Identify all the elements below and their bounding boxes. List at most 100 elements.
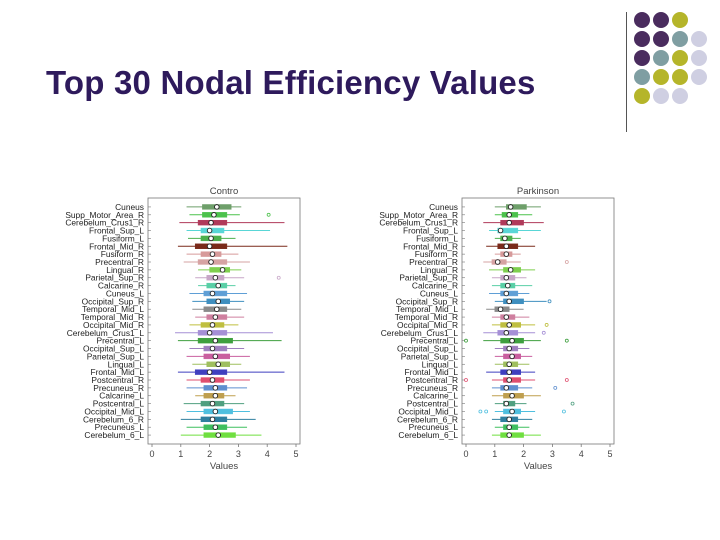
decor-dot bbox=[634, 69, 650, 85]
box-median bbox=[503, 251, 510, 257]
box-median bbox=[506, 212, 512, 218]
category-label: Cerebelum_Crus1_R bbox=[379, 218, 458, 228]
category-label: Temporal_Mid_L bbox=[82, 304, 144, 314]
category-label: Temporal_Mid_L bbox=[396, 304, 458, 314]
box-outlier bbox=[464, 378, 468, 382]
box-outlier bbox=[484, 409, 489, 414]
x-tick-label: 2 bbox=[207, 449, 212, 459]
box-median bbox=[206, 369, 213, 375]
category-label: Frontal_Mid_R bbox=[89, 241, 144, 251]
category-label: Frontal_Sup_L bbox=[403, 226, 458, 236]
box-outlier bbox=[553, 385, 558, 390]
box-median bbox=[503, 385, 510, 391]
category-label: Lingual_R bbox=[420, 265, 458, 275]
category-label: Cerebelum_Crus1_R bbox=[65, 218, 144, 228]
box-median bbox=[506, 432, 512, 438]
x-tick-label: 5 bbox=[293, 449, 298, 459]
category-label: Postcentral_R bbox=[91, 375, 144, 385]
box-outlier bbox=[564, 260, 569, 264]
box-median bbox=[214, 306, 220, 312]
box-median bbox=[509, 408, 515, 415]
box-median bbox=[507, 204, 514, 210]
box-median bbox=[212, 314, 219, 320]
decor-dot bbox=[672, 50, 688, 66]
box-median bbox=[503, 400, 510, 407]
category-label: Cuneus bbox=[429, 202, 458, 212]
category-label: Frontal_Mid_R bbox=[403, 241, 458, 251]
category-label: Parietal_Sup_R bbox=[399, 273, 458, 283]
box-iqr bbox=[503, 400, 516, 407]
category-label: Occipital_Mid_R bbox=[83, 320, 144, 330]
box-median bbox=[502, 235, 508, 242]
category-label: Calcarine_L bbox=[413, 391, 458, 401]
category-label: Precentral_L bbox=[411, 336, 459, 346]
category-label: Precentral_R bbox=[409, 257, 458, 267]
category-label: Occipital_Mid_L bbox=[398, 406, 458, 416]
category-label: Supp_Motor_Area_R bbox=[379, 210, 458, 220]
box-iqr bbox=[203, 345, 228, 352]
box-median bbox=[503, 330, 510, 336]
x-axis-label: Values bbox=[524, 461, 553, 472]
decor-dot bbox=[691, 69, 707, 85]
box-outlier bbox=[547, 299, 552, 304]
box-median bbox=[503, 290, 510, 297]
box-median bbox=[507, 267, 514, 273]
box-median bbox=[208, 235, 214, 242]
category-label: Precuneus_L bbox=[95, 422, 145, 432]
box-iqr bbox=[500, 432, 524, 438]
box-iqr bbox=[503, 298, 524, 305]
decor-dot bbox=[653, 69, 669, 85]
box-median bbox=[503, 314, 510, 320]
box-median bbox=[506, 322, 512, 328]
box-median bbox=[503, 274, 510, 281]
box-median bbox=[503, 243, 510, 250]
box-median bbox=[211, 212, 217, 218]
box-median bbox=[506, 219, 512, 226]
box-median bbox=[506, 345, 512, 352]
category-label: Lingual_L bbox=[422, 359, 459, 369]
box-median bbox=[215, 298, 221, 305]
box-median bbox=[212, 274, 219, 281]
box-iqr bbox=[209, 267, 231, 273]
decor-dot bbox=[653, 88, 669, 104]
category-label: Cuneus_L bbox=[420, 288, 459, 298]
decor-dot bbox=[691, 31, 707, 47]
box-iqr bbox=[500, 290, 519, 297]
box-median bbox=[206, 227, 213, 234]
category-label: Occipital_Mid_L bbox=[84, 406, 144, 416]
box-outlier bbox=[562, 409, 566, 414]
plot-frame bbox=[147, 197, 301, 445]
category-label: Frontal_Sup_L bbox=[89, 226, 144, 236]
category-label: Precuneus_R bbox=[93, 383, 144, 393]
box-outlier bbox=[544, 323, 549, 327]
category-label: Frontal_Mid_L bbox=[90, 367, 144, 377]
box-outlier bbox=[541, 330, 546, 335]
box-median bbox=[497, 306, 504, 312]
category-label: Cerebelum_6_L bbox=[84, 430, 144, 440]
x-tick-label: 5 bbox=[607, 449, 612, 459]
category-label: Calcarine_R bbox=[412, 281, 458, 291]
category-label: Parietal_Sup_L bbox=[401, 351, 459, 361]
x-tick-label: 3 bbox=[236, 449, 241, 459]
category-label: Cerebelum_6_R bbox=[397, 414, 458, 424]
box-median bbox=[215, 282, 221, 289]
box-median bbox=[215, 361, 221, 368]
box-iqr bbox=[503, 377, 521, 383]
category-label: Cuneus_L bbox=[106, 288, 145, 298]
category-label: Parietal_Sup_L bbox=[87, 351, 145, 361]
box-median bbox=[212, 353, 219, 360]
box-median bbox=[212, 392, 219, 399]
decor-dot bbox=[634, 88, 650, 104]
box-median bbox=[506, 377, 512, 383]
category-label: Postcentral_R bbox=[405, 375, 458, 385]
box-median bbox=[209, 377, 216, 383]
plot-title: Parkinson bbox=[517, 186, 559, 197]
x-axis-label: Values bbox=[210, 461, 239, 472]
decor-dot bbox=[634, 12, 650, 28]
plot-frame bbox=[461, 197, 615, 445]
x-tick-label: 0 bbox=[463, 449, 468, 459]
box-median bbox=[506, 361, 512, 368]
x-tick-label: 1 bbox=[178, 449, 183, 459]
category-label: Fusiform_L bbox=[416, 233, 458, 243]
box-median bbox=[506, 369, 512, 375]
